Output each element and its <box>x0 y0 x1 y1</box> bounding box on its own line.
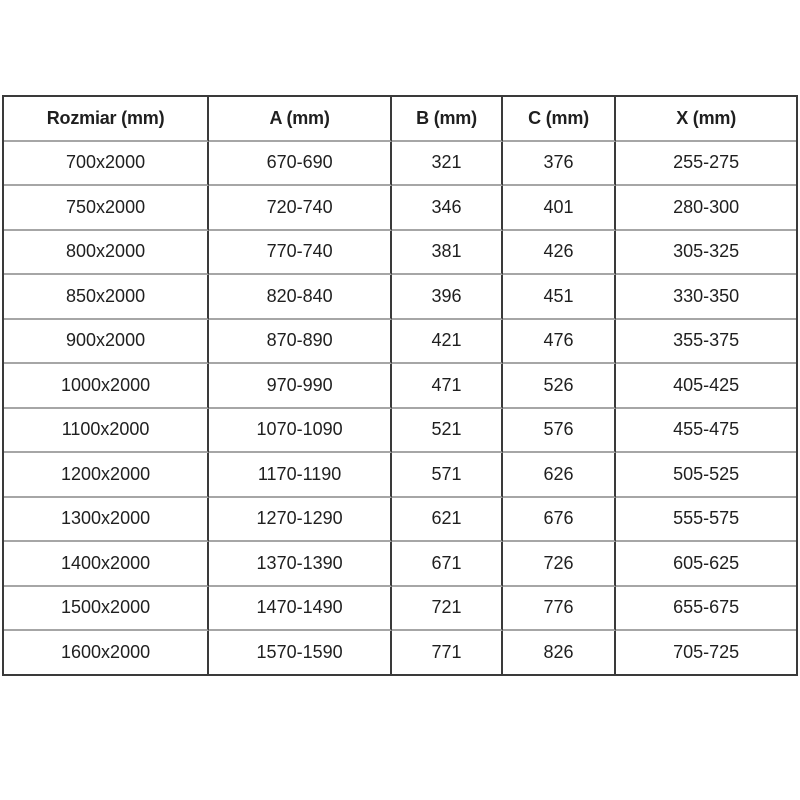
table-cell: 526 <box>502 364 617 409</box>
table-cell: 605-625 <box>616 542 796 587</box>
table-row: 1000x2000 970-990 471 526 405-425 <box>4 364 796 409</box>
header-row: Rozmiar (mm) A (mm) B (mm) C (mm) X (mm) <box>4 97 796 142</box>
table-cell: 720-740 <box>209 186 393 231</box>
table-cell: 396 <box>392 275 503 320</box>
table-cell: 1500x2000 <box>4 586 210 631</box>
table-cell: 676 <box>502 497 617 542</box>
table-cell: 571 <box>392 453 503 498</box>
column-header-c: C (mm) <box>502 97 617 142</box>
table-cell: 1000x2000 <box>4 364 210 409</box>
table-cell: 401 <box>502 186 617 231</box>
table-cell: 1200x2000 <box>4 453 210 498</box>
table-cell: 471 <box>392 364 503 409</box>
table-cell: 1100x2000 <box>4 408 210 453</box>
table-cell: 826 <box>503 631 617 674</box>
table-cell: 726 <box>502 542 617 587</box>
table-body: 700x2000 670-690 321 376 255-275 750x2000 720-… <box>4 141 796 674</box>
table-cell: 476 <box>502 319 617 364</box>
table-cell: 670-690 <box>209 141 393 186</box>
table-cell: 800x2000 <box>4 230 210 275</box>
table-cell: 346 <box>392 186 503 231</box>
table-cell: 1300x2000 <box>4 497 210 542</box>
table-row: 850x2000 820-840 396 451 330-350 <box>4 275 796 320</box>
table-cell: 1170-1190 <box>209 453 393 498</box>
table-cell: 721 <box>392 586 503 631</box>
table-cell: 1270-1290 <box>209 497 393 542</box>
table-cell: 770-740 <box>209 230 393 275</box>
table-row: 1400x2000 1370-1390 671 726 605-625 <box>4 542 796 587</box>
table-cell: 1400x2000 <box>4 542 210 587</box>
table-cell: 576 <box>502 408 617 453</box>
table-cell: 521 <box>392 408 503 453</box>
table-cell: 750x2000 <box>4 186 210 231</box>
table-cell: 671 <box>392 542 503 587</box>
column-header-rozmiar: Rozmiar (mm) <box>4 97 210 142</box>
size-dimension-table: Rozmiar (mm) A (mm) B (mm) C (mm) X (mm)… <box>2 95 798 676</box>
table-row: 1500x2000 1470-1490 721 776 655-675 <box>4 586 796 631</box>
table-cell: 655-675 <box>616 587 796 631</box>
table-cell: 405-425 <box>616 364 796 409</box>
table-cell: 305-325 <box>616 231 796 275</box>
table-cell: 421 <box>392 319 503 364</box>
table-cell: 1070-1090 <box>209 408 393 453</box>
table-cell: 376 <box>502 141 617 186</box>
table-row: 900x2000 870-890 421 476 355-375 <box>4 319 796 364</box>
table-cell: 355-375 <box>616 320 796 364</box>
column-header-a: A (mm) <box>209 97 393 142</box>
table-cell: 1470-1490 <box>209 586 393 631</box>
table-cell: 1570-1590 <box>209 631 393 674</box>
table-cell: 700x2000 <box>4 141 210 186</box>
table-cell: 505-525 <box>616 453 796 498</box>
table-cell: 1600x2000 <box>4 631 210 674</box>
table-cell: 451 <box>502 275 617 320</box>
table-cell: 776 <box>502 586 617 631</box>
table-cell: 970-990 <box>209 364 393 409</box>
table-cell: 900x2000 <box>4 319 210 364</box>
table-cell: 870-890 <box>209 319 393 364</box>
column-header-x: X (mm) <box>616 97 796 142</box>
table-row: 1200x2000 1170-1190 571 626 505-525 <box>4 453 796 498</box>
table-cell: 330-350 <box>616 275 796 320</box>
table-cell: 280-300 <box>616 186 796 231</box>
table-cell: 455-475 <box>616 409 796 453</box>
column-header-b: B (mm) <box>392 97 503 142</box>
table-row: 1300x2000 1270-1290 621 676 555-575 <box>4 497 796 542</box>
table-row: 750x2000 720-740 346 401 280-300 <box>4 186 796 231</box>
table-row: 1100x2000 1070-1090 521 576 455-475 <box>4 408 796 453</box>
table-cell: 321 <box>392 141 503 186</box>
table-row: 700x2000 670-690 321 376 255-275 <box>4 141 796 186</box>
table-cell: 626 <box>502 453 617 498</box>
table-cell: 426 <box>502 230 617 275</box>
table-cell: 771 <box>392 631 503 674</box>
table-cell: 820-840 <box>209 275 393 320</box>
table-cell: 850x2000 <box>4 275 210 320</box>
table-cell: 621 <box>392 497 503 542</box>
table-row: 1600x2000 1570-1590 771 826 705-725 <box>4 631 796 674</box>
table-cell: 1370-1390 <box>209 542 393 587</box>
table-cell: 555-575 <box>616 498 796 542</box>
table-cell: 381 <box>392 230 503 275</box>
table-cell: 705-725 <box>673 641 740 662</box>
table-row: 800x2000 770-740 381 426 305-325 <box>4 230 796 275</box>
table-cell: 255-275 <box>616 142 796 186</box>
